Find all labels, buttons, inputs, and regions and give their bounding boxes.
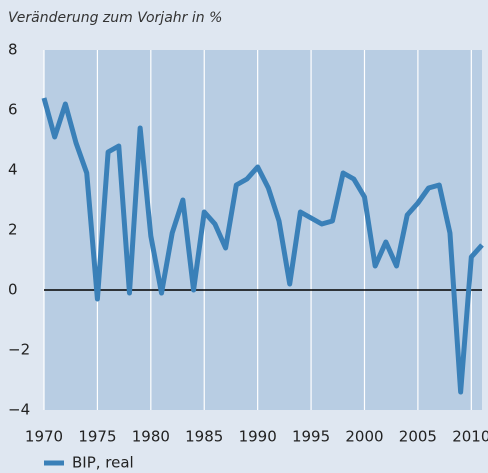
y-tick-label: 2: [8, 221, 18, 239]
x-tick-label: 1985: [185, 428, 223, 446]
y-tick-label: 6: [8, 101, 18, 119]
y-tick-label: −2: [8, 341, 30, 359]
x-tick-label: 1975: [78, 428, 116, 446]
x-tick-label: 1990: [239, 428, 277, 446]
x-tick-label: 2000: [345, 428, 383, 446]
x-tick-label: 2005: [399, 428, 437, 446]
y-tick-label: 0: [8, 281, 18, 299]
chart-title: Veränderung zum Vorjahr in %: [8, 10, 222, 26]
y-tick-label: 4: [8, 161, 18, 179]
x-tick-label: 2010: [452, 428, 488, 446]
line: [41, 97, 484, 395]
legend-label: BIP, real: [72, 454, 134, 472]
y-tick-label: −4: [8, 401, 30, 419]
y-tick-label: 8: [8, 41, 18, 59]
x-tick-label: 1970: [25, 428, 63, 446]
x-tick-label: 1980: [132, 428, 170, 446]
plot-area: [44, 50, 482, 410]
x-tick-label: 1995: [292, 428, 330, 446]
